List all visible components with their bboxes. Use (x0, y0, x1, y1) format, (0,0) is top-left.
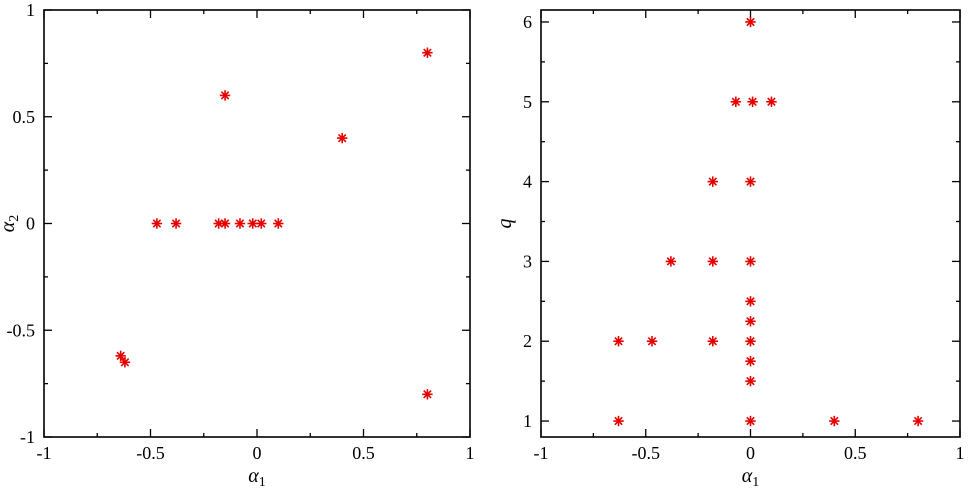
x-axis-label: α1 (742, 465, 760, 490)
data-point-marker (745, 375, 756, 387)
data-point-marker (745, 296, 756, 307)
y-tick-label: -1 (20, 427, 35, 447)
data-point-marker (337, 132, 348, 144)
data-point-marker (745, 316, 756, 327)
y-tick-label: 0.5 (13, 107, 36, 127)
data-point-marker (745, 415, 756, 427)
x-tick-label: 0.5 (844, 443, 867, 463)
data-point-marker (912, 415, 924, 427)
x-tick-label: 0.5 (352, 443, 375, 463)
data-point-marker (219, 90, 231, 101)
data-point-marker (829, 415, 840, 427)
data-point-marker (613, 336, 624, 347)
plot-2: -1 -0.5 0 0.5 1 1 2 3 4 5 6 α1 q (494, 9, 965, 490)
x-tick-label: 1 (466, 443, 475, 463)
data-point-marker (707, 176, 718, 187)
data-point-marker (422, 389, 433, 400)
data-point-marker (747, 96, 758, 107)
data-point-marker (115, 350, 126, 362)
data-point-marker (745, 336, 756, 347)
x-tick-label: -1 (534, 443, 549, 463)
y-tick-label: 6 (523, 12, 532, 32)
y-tick-label: 5 (523, 92, 532, 112)
y-tick-label: -0.5 (7, 320, 36, 340)
data-point-marker (745, 176, 756, 187)
y-tick-label: 2 (523, 331, 532, 351)
data-point-marker (745, 355, 756, 367)
data-point-marker (170, 218, 182, 229)
x-tick-label: 0 (746, 443, 755, 463)
x-tick-label: 1 (956, 443, 965, 463)
data-point-marker (707, 256, 718, 267)
x-axis-label: α1 (248, 465, 266, 490)
data-point-marker (646, 336, 658, 347)
data-point-marker (707, 336, 718, 347)
data-point-marker (151, 218, 163, 229)
data-point-marker (256, 218, 267, 229)
y-axis-label: q (494, 219, 516, 229)
data-point-marker (219, 218, 231, 229)
y-tick-label: 1 (523, 411, 532, 431)
y-tick-label: 1 (26, 0, 35, 20)
x-tick-label: -0.5 (136, 443, 165, 463)
y-axis-label: α2 (0, 215, 22, 233)
data-point-marker (234, 218, 246, 229)
plot-frame (540, 9, 961, 438)
data-point-marker (766, 96, 777, 107)
plot-1: -1 -0.5 0 0.5 1 -1 -0.5 0 0.5 1 α1 α2 (0, 0, 475, 490)
x-tick-label: -0.5 (632, 443, 661, 463)
y-tick-label: 4 (523, 172, 532, 192)
x-tick-label: 0 (253, 443, 262, 463)
data-point-marker (730, 96, 742, 107)
x-tick-label: -1 (37, 443, 52, 463)
y-tick-label: 3 (523, 251, 532, 271)
data-point-marker (745, 16, 756, 28)
data-point-marker (613, 415, 624, 427)
data-point-marker (745, 256, 756, 267)
data-point-marker (665, 256, 677, 267)
y-tick-label: 0 (26, 214, 35, 234)
data-point-marker (422, 47, 433, 58)
data-point-marker (273, 218, 284, 229)
data-point-marker (119, 357, 131, 368)
